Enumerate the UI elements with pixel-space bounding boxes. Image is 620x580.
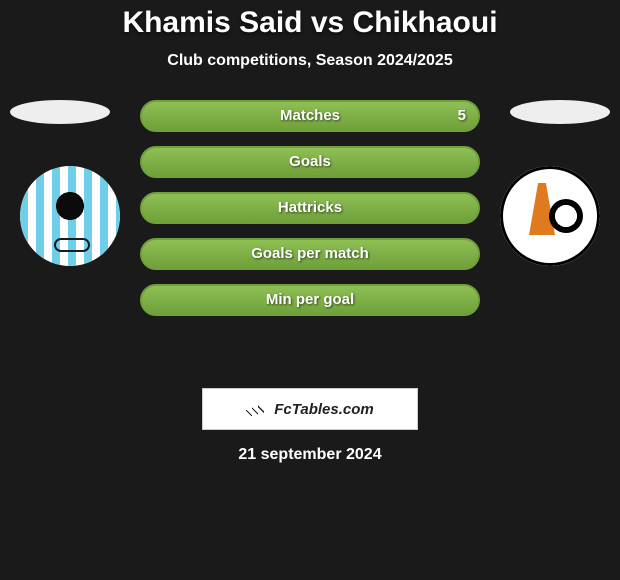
- right-player-oval: [510, 100, 610, 124]
- stat-bar-label: Hattricks: [142, 194, 478, 222]
- stat-bar: Goals per match: [140, 238, 480, 270]
- stat-bar: Goals: [140, 146, 480, 178]
- left-club-badge-art: [20, 166, 120, 266]
- right-club-badge-art: [500, 166, 600, 266]
- left-club-badge: [20, 166, 120, 266]
- page-title: Khamis Said vs Chikhaoui: [0, 0, 620, 40]
- stat-bars: Matches5 Goals Hattricks Goals per match Min…: [140, 100, 480, 330]
- stat-bar-label: Min per goal: [142, 286, 478, 314]
- right-club-badge: [500, 166, 600, 266]
- comparison-arena: Matches5 Goals Hattricks Goals per match Min…: [0, 100, 620, 380]
- source-logo-text: FcTables.com: [274, 401, 373, 418]
- stat-bar-label: Goals per match: [142, 240, 478, 268]
- subtitle: Club competitions, Season 2024/2025: [0, 52, 620, 70]
- stat-bar-label: Matches: [142, 102, 478, 130]
- source-logo: FcTables.com: [202, 388, 418, 430]
- stat-bar-label: Goals: [142, 148, 478, 176]
- stat-bar: Hattricks: [140, 192, 480, 224]
- left-player-oval: [10, 100, 110, 124]
- snapshot-date: 21 september 2024: [0, 446, 620, 464]
- stat-bar: Min per goal: [140, 284, 480, 316]
- stat-bar-value-right: 5: [458, 102, 466, 130]
- bar-chart-icon: [246, 402, 268, 416]
- stat-bar: Matches5: [140, 100, 480, 132]
